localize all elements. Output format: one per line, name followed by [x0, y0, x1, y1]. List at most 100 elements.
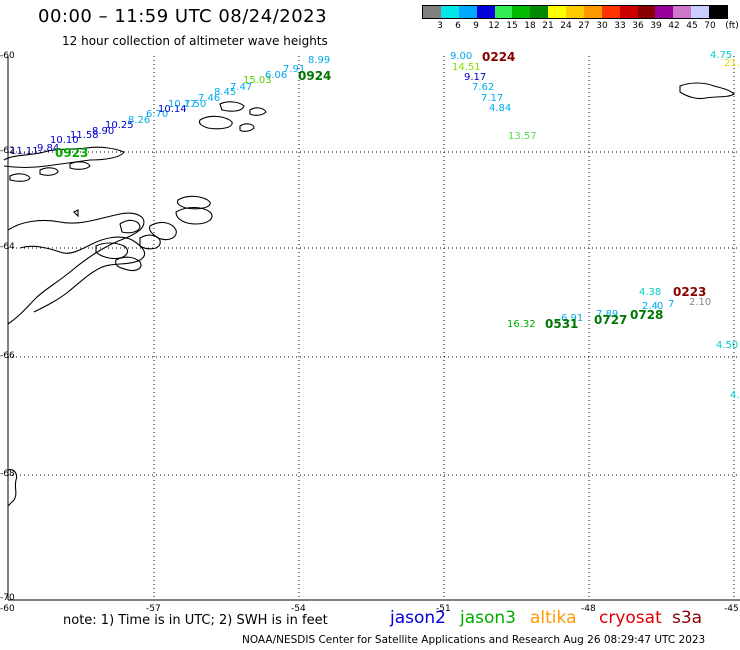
color-scale-label: 24: [560, 21, 572, 31]
color-scale-bar: [422, 5, 728, 19]
lon-label-60: -60: [0, 604, 15, 614]
lon-label-48: -48: [581, 604, 596, 614]
swh-label: 6.06: [265, 70, 288, 81]
swh-label: 13.57: [508, 131, 537, 142]
color-swatch: [476, 6, 495, 18]
swh-label: 11.11: [10, 146, 39, 157]
swh-label: 14.51: [452, 62, 481, 73]
swh-label: 4.50: [716, 340, 739, 351]
swh-label: 7.89: [596, 309, 619, 320]
color-swatch: [440, 6, 459, 18]
swh-label: 4.84: [489, 103, 512, 114]
coastline-antarctic-peninsula: [3, 101, 267, 325]
legend-jason2: jason2: [390, 608, 446, 628]
color-scale-label: 27: [578, 21, 590, 31]
footer-credit: NOAA/NESDIS Center for Satellite Applica…: [242, 634, 706, 646]
color-scale-label: 6: [455, 21, 461, 31]
coastline-bottom-left: [7, 469, 18, 507]
swh-label: 16.32: [507, 319, 536, 330]
swh-label: 10.17: [168, 99, 197, 110]
swh-label: 2.4: [642, 301, 658, 312]
coastline-island-northeast: [679, 82, 735, 100]
color-scale-label: 42: [668, 21, 680, 31]
swh-label: 8.90: [92, 126, 115, 137]
swh-label: 9.00: [450, 51, 473, 62]
swh-label: 10.14: [158, 104, 187, 115]
lat-label-64: -64: [0, 242, 15, 252]
lon-label-57: -57: [146, 604, 161, 614]
lon-label-45: -45: [724, 604, 739, 614]
color-scale-label: 36: [632, 21, 644, 31]
swh-label: 11.58: [70, 130, 99, 141]
swh-label: 4.75: [710, 50, 733, 61]
color-scale-labels: 3 6 9 12 15 18 21 24 27 30 33 36 39 42 45 70 (ft): [422, 21, 740, 33]
lon-label-51: -51: [436, 604, 451, 614]
color-swatch: [423, 6, 441, 18]
map-title: 00:00 – 11:59 UTC 08/24/2023: [38, 6, 328, 27]
color-swatch: [709, 6, 727, 18]
swh-label: 9.17: [464, 72, 487, 83]
lat-label-68: -68: [0, 469, 15, 479]
swh-label: 7: [668, 299, 675, 310]
lat-label-60: -60: [0, 51, 15, 61]
color-swatch: [637, 6, 656, 18]
color-swatch: [691, 6, 709, 18]
pass-time-label: 0924: [298, 69, 332, 83]
color-swatch: [601, 6, 620, 18]
pass-time-label: 0923: [55, 146, 89, 160]
swh-label: 7.47: [230, 82, 253, 93]
swh-label: 9.84: [37, 143, 60, 154]
color-scale-label: (ft): [725, 21, 739, 31]
swh-label: 7.91: [283, 64, 306, 75]
swh-label: 10.25: [105, 120, 134, 131]
legend-cryosat: cryosat: [599, 608, 662, 628]
lat-label-66: -66: [0, 351, 15, 361]
swh-label: 6.91: [561, 313, 584, 324]
color-swatch: [530, 6, 549, 18]
color-swatch: [583, 6, 602, 18]
color-scale-label: 12: [488, 21, 500, 31]
pass-time-label: 0727: [594, 313, 628, 327]
lon-label-54: -54: [291, 604, 306, 614]
pass-time-label: 0728: [630, 308, 664, 322]
legend-s3a: s3a: [672, 608, 703, 628]
swh-label: 0: [657, 301, 664, 312]
lat-label-62: -62: [0, 146, 15, 156]
color-swatch: [512, 6, 531, 18]
color-scale-label: 70: [704, 21, 716, 31]
units-note: note: 1) Time is in UTC; 2) SWH is in fe…: [63, 613, 328, 628]
color-scale-label: 3: [437, 21, 443, 31]
swh-label: 10.10: [50, 135, 79, 146]
swh-label: 2.10: [689, 297, 712, 308]
color-scale-label: 33: [614, 21, 626, 31]
color-scale-label: 21: [542, 21, 554, 31]
color-scale-label: 30: [596, 21, 608, 31]
color-swatch: [548, 6, 566, 18]
color-swatch: [655, 6, 674, 18]
swh-label: 8.99: [308, 55, 331, 66]
color-scale-label: 45: [686, 21, 698, 31]
color-swatch: [566, 6, 584, 18]
color-scale-label: 9: [473, 21, 479, 31]
color-swatch: [494, 6, 513, 18]
map-subtitle: 12 hour collection of altimeter wave hei…: [62, 34, 328, 48]
pass-time-label: 0224: [482, 50, 516, 64]
pass-time-label: 0223: [673, 285, 707, 299]
swh-label: 7.17: [481, 93, 504, 104]
color-scale-label: 15: [506, 21, 518, 31]
color-scale-label: 39: [650, 21, 662, 31]
lat-label-70: -70: [0, 593, 15, 603]
color-swatch: [673, 6, 692, 18]
swh-label: 21.: [724, 58, 740, 69]
color-swatch: [619, 6, 638, 18]
legend-altika: altika: [530, 608, 577, 628]
swh-label: 6.70: [146, 109, 169, 120]
legend-jason3: jason3: [460, 608, 516, 628]
pass-time-label: 0531: [545, 317, 579, 331]
swh-label: 15.03: [243, 75, 272, 86]
color-scale-label: 18: [524, 21, 536, 31]
swh-label: 7.50: [184, 99, 207, 110]
swh-label: 7.46: [198, 93, 221, 104]
swh-label: 8.45: [214, 87, 237, 98]
